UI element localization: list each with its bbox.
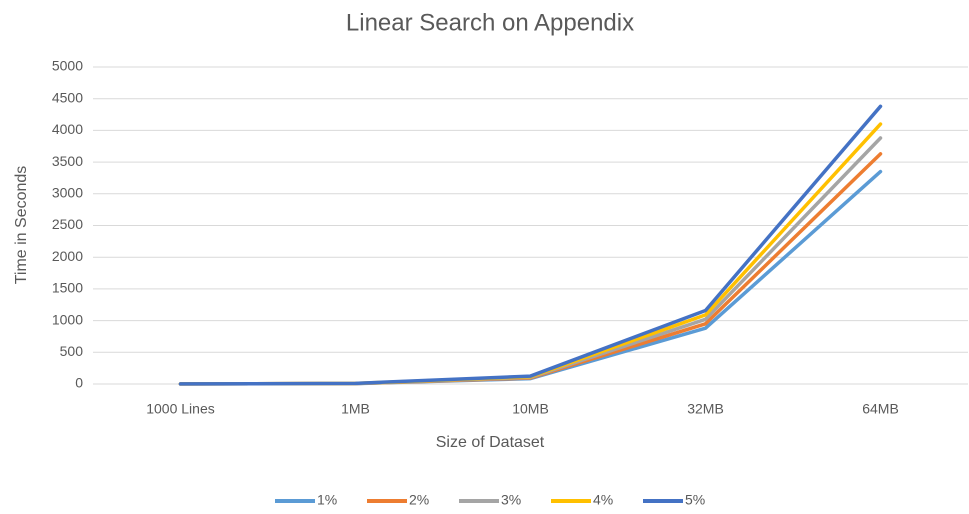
x-axis-title: Size of Dataset (436, 434, 545, 451)
x-tick-label: 64MB (862, 401, 899, 417)
y-tick-label: 4500 (52, 89, 83, 105)
y-tick-label: 5000 (52, 58, 83, 74)
data-line (178, 104, 883, 386)
legend-label: 2% (409, 492, 429, 508)
y-tick-label: 0 (75, 375, 83, 391)
legend-label: 5% (685, 492, 705, 508)
x-tick-label: 1000 Lines (146, 401, 215, 417)
y-tick-label: 2500 (52, 216, 83, 232)
x-tick-label: 10MB (512, 401, 549, 417)
legend-label: 4% (593, 492, 613, 508)
y-tick-label: 500 (60, 343, 84, 359)
legend-label: 3% (501, 492, 521, 508)
y-axis-title: Time in Seconds (13, 166, 30, 285)
y-tick-label: 3500 (52, 153, 83, 169)
y-tick-label: 3000 (52, 185, 83, 201)
y-tick-label: 4000 (52, 121, 83, 137)
x-tick-label: 1MB (341, 401, 370, 417)
y-tick-label: 2000 (52, 248, 83, 264)
legend-label: 1% (317, 492, 337, 508)
y-tick-label: 1000 (52, 311, 83, 327)
data-line (178, 136, 883, 386)
data-line (178, 152, 883, 386)
x-tick-label: 32MB (687, 401, 724, 417)
y-tick-label: 1500 (52, 280, 83, 296)
chart-title: Linear Search on Appendix (346, 9, 634, 36)
